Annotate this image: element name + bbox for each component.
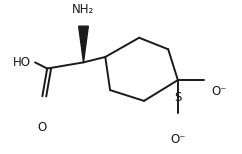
Text: O: O [38, 121, 47, 134]
Polygon shape [79, 26, 88, 62]
Text: HO: HO [13, 56, 31, 69]
Text: O⁻: O⁻ [212, 85, 227, 98]
Text: S: S [174, 91, 182, 104]
Text: O⁻: O⁻ [170, 133, 186, 146]
Text: NH₂: NH₂ [72, 3, 95, 16]
